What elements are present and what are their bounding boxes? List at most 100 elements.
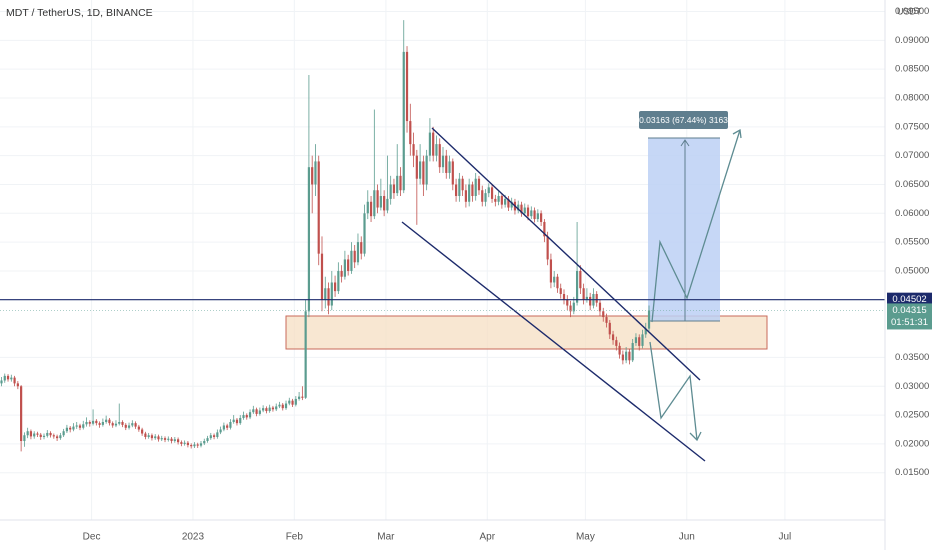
candle-body bbox=[327, 288, 330, 306]
candle-body bbox=[111, 423, 114, 426]
candle-body bbox=[337, 270, 340, 292]
candle-body bbox=[543, 221, 546, 237]
projection-up-head bbox=[732, 128, 742, 139]
candle-body bbox=[186, 442, 190, 446]
candle-body bbox=[16, 383, 19, 387]
candle-body bbox=[647, 310, 651, 329]
candle-body bbox=[628, 351, 631, 361]
candle-body bbox=[409, 121, 412, 145]
candle-body bbox=[566, 299, 569, 306]
candle-body bbox=[589, 296, 592, 306]
candle-body bbox=[464, 190, 467, 202]
candle-body bbox=[6, 375, 10, 380]
candle-body bbox=[379, 196, 382, 208]
candle-body bbox=[585, 296, 588, 300]
candle-body bbox=[526, 207, 530, 217]
candle-body bbox=[454, 184, 458, 197]
axes: 0.09500 0.09000 0.08500 0.08000 0.07500 0.070… bbox=[83, 6, 930, 543]
candle-body bbox=[75, 425, 78, 427]
candle-body bbox=[474, 178, 477, 197]
candle-body bbox=[69, 427, 72, 430]
candle-body bbox=[598, 302, 602, 312]
candle-body bbox=[101, 421, 104, 425]
candle-body bbox=[288, 400, 291, 404]
candle-body bbox=[85, 421, 88, 425]
candle-body bbox=[118, 421, 121, 424]
candle-body bbox=[144, 433, 147, 437]
candle-body bbox=[477, 178, 481, 191]
candle-body bbox=[216, 432, 219, 437]
candle-body bbox=[78, 425, 82, 428]
candle-body bbox=[33, 433, 36, 437]
y-tick-label: 0.01500 bbox=[895, 467, 929, 478]
candle-body bbox=[108, 419, 111, 424]
candle-body bbox=[232, 419, 235, 422]
candle-body bbox=[154, 436, 157, 439]
candle-body bbox=[402, 51, 405, 191]
candle-body bbox=[487, 187, 490, 194]
candle-body bbox=[631, 343, 634, 361]
candle-body bbox=[252, 409, 255, 413]
candle-body bbox=[301, 396, 304, 398]
x-tick-label: 2023 bbox=[182, 532, 205, 543]
candle-body bbox=[324, 288, 327, 300]
y-tick-label: 0.02500 bbox=[895, 410, 929, 421]
measure-label-box bbox=[639, 111, 728, 129]
measure-arrow-head bbox=[680, 139, 690, 147]
candle-body bbox=[330, 282, 333, 306]
x-tick-label: Jun bbox=[679, 532, 695, 543]
candle-body bbox=[95, 420, 98, 424]
candle-body bbox=[281, 404, 284, 409]
candle-body bbox=[278, 404, 281, 407]
projection-down-head bbox=[689, 431, 702, 442]
candle-body bbox=[546, 236, 549, 260]
candle-body bbox=[304, 311, 307, 398]
candle-body bbox=[177, 439, 180, 443]
candle-body bbox=[549, 259, 553, 283]
candle-body bbox=[183, 442, 186, 444]
x-tick-label: Apr bbox=[480, 532, 496, 543]
candle-body bbox=[356, 242, 360, 263]
candle-body bbox=[26, 431, 29, 436]
candle-body bbox=[150, 435, 154, 439]
candle-body bbox=[36, 433, 39, 435]
candle-body bbox=[435, 144, 438, 156]
candle-body bbox=[340, 270, 343, 277]
candle-body bbox=[438, 144, 441, 168]
candle-body bbox=[82, 424, 85, 428]
candle-body bbox=[481, 190, 484, 202]
candle-body bbox=[363, 213, 366, 254]
measure-label: 0.03163 (67.44%) 3163 bbox=[639, 115, 728, 125]
candle-body bbox=[625, 351, 628, 361]
candle-body bbox=[517, 204, 520, 211]
candle-body bbox=[451, 161, 454, 185]
candle-body bbox=[353, 250, 356, 263]
horizontal-line-label: 0.04502 bbox=[892, 294, 926, 305]
chart-title: MDT / TetherUS, 1D, BINANCE bbox=[6, 7, 153, 19]
y-axis-label: USDT bbox=[897, 6, 922, 16]
candle-body bbox=[602, 311, 605, 318]
y-tick-label: 0.08500 bbox=[895, 64, 929, 75]
candle-body bbox=[255, 409, 258, 414]
candle-body bbox=[399, 175, 402, 191]
candle-body bbox=[222, 425, 225, 430]
x-tick-label: Jul bbox=[778, 532, 791, 543]
candle-body bbox=[173, 439, 176, 442]
candle-body bbox=[611, 334, 615, 341]
candle-body bbox=[271, 407, 275, 410]
y-tick-label: 0.09000 bbox=[895, 35, 929, 46]
candle-body bbox=[314, 161, 317, 185]
candle-body bbox=[638, 337, 641, 346]
candle-body bbox=[3, 375, 6, 381]
candle-body bbox=[317, 161, 320, 254]
candle-body bbox=[219, 429, 222, 433]
candle-body bbox=[245, 415, 248, 418]
candle-body bbox=[180, 442, 183, 444]
candle-body bbox=[114, 423, 118, 426]
candle-body bbox=[432, 132, 435, 156]
channel-upper bbox=[431, 127, 701, 381]
candle-body bbox=[559, 288, 562, 295]
candle-body bbox=[608, 322, 611, 335]
candle-body bbox=[206, 438, 209, 442]
